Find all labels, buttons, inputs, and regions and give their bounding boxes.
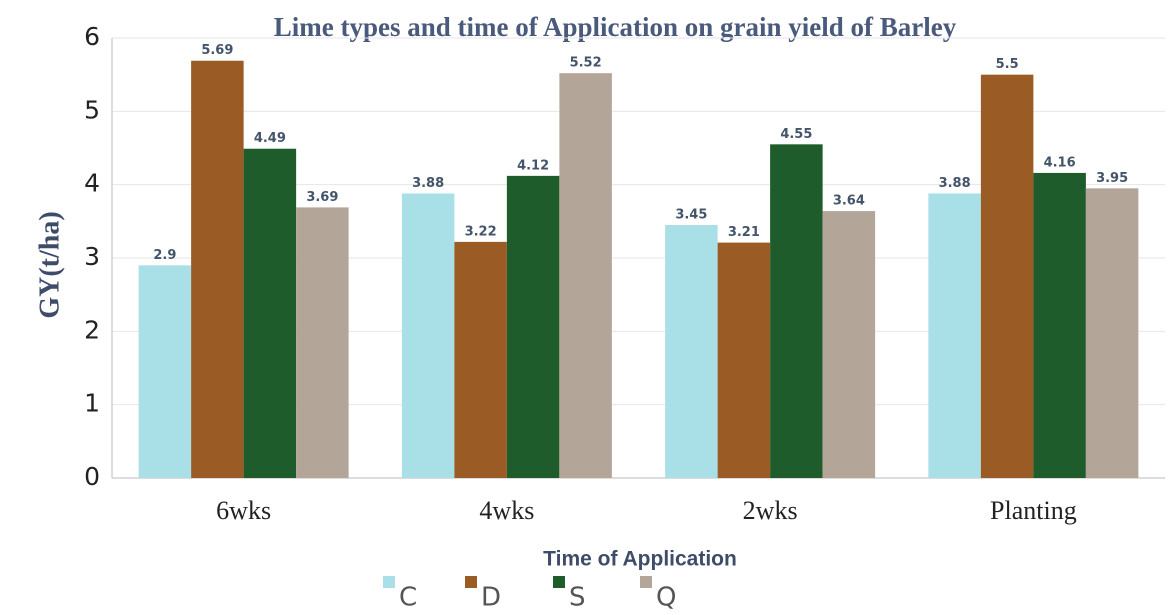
legend-label: D [481,583,501,613]
bar [822,211,876,479]
x-tick-label: 4wks [479,496,534,525]
y-tick-label: 2 [84,315,100,344]
legend-swatch [553,576,565,588]
bar [980,74,1034,479]
bar [1033,172,1086,478]
x-tick-label: 2wks [743,496,798,525]
data-label: 5.69 [201,43,233,58]
y-tick-label: 6 [84,22,100,51]
legend-swatch [640,576,652,588]
bar [770,144,823,479]
data-label: 4.12 [517,158,549,173]
bar [296,207,349,478]
data-label: 3.22 [465,224,497,239]
bar [665,225,718,478]
data-label: 3.88 [939,176,971,191]
y-tick-label: 3 [84,242,100,271]
data-label: 3.88 [412,176,444,191]
legend-label: S [569,583,586,613]
data-label: 3.69 [306,190,338,205]
y-tick-label: 0 [84,462,100,491]
data-label: 4.55 [780,127,812,142]
data-label: 4.16 [1044,155,1076,170]
y-tick-label: 4 [84,169,100,198]
y-axis-title: GY(t/ha) [34,211,65,318]
bar [401,193,455,478]
bar [928,193,981,478]
bar [191,60,244,478]
x-tick-label: 6wks [216,496,271,525]
bar [138,265,192,478]
bar [243,148,297,478]
bar [506,175,560,478]
bar [454,241,507,478]
data-label: 5.52 [570,56,602,71]
bar [717,242,771,478]
data-label: 3.64 [833,194,865,209]
y-tick-label: 5 [84,95,100,124]
data-label: 5.5 [996,57,1019,72]
bar [559,73,612,478]
legend-label: Q [656,583,676,613]
legend-label: C [399,583,417,613]
legend-swatch [465,576,477,588]
x-tick-label: Planting [990,496,1077,525]
bar [1085,188,1139,479]
data-label: 3.45 [675,208,707,223]
legend-swatch [383,576,395,588]
data-label: 3.21 [728,225,760,240]
data-label: 2.9 [153,248,176,263]
data-label: 3.95 [1096,171,1128,186]
data-label: 4.49 [254,131,286,146]
x-axis-title: Time of Application [543,548,737,571]
y-tick-label: 1 [84,389,100,418]
chart-title: Lime types and time of Application on gr… [274,12,957,42]
